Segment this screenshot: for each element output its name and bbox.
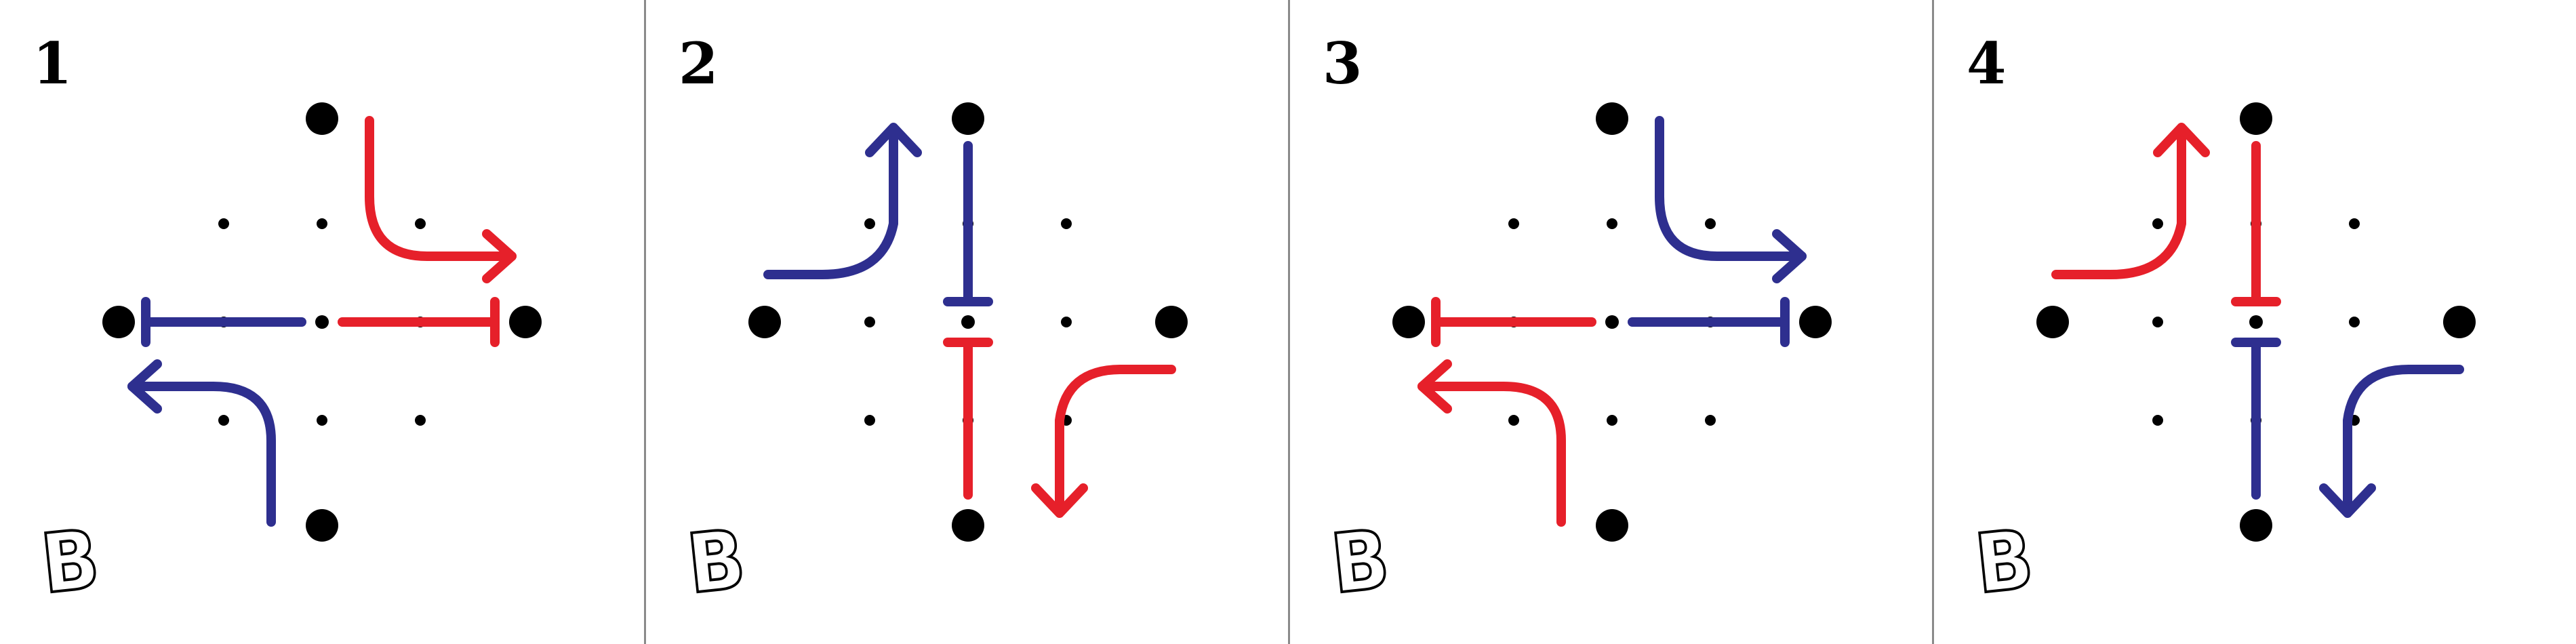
red-blocked-line	[338, 297, 500, 347]
anchor-dots	[102, 102, 542, 542]
blue-blocked-line	[1628, 297, 1790, 347]
red-turn-arrow	[1417, 359, 1566, 527]
panel-2: 2	[644, 0, 1288, 644]
blue-blocked-line	[141, 297, 306, 347]
red-turn-arrow	[2051, 123, 2210, 279]
blue-turn-arrow	[1655, 116, 1807, 283]
anchor-dots	[748, 102, 1188, 542]
red-turn-arrow	[1031, 365, 1176, 518]
panel-1: 1	[0, 0, 644, 644]
red-blocked-line	[943, 338, 993, 500]
panel-4-figure	[2036, 102, 2476, 542]
panel-number: 1	[33, 30, 73, 97]
panel-4: 4	[1932, 0, 2576, 644]
b-logo: B	[36, 511, 105, 613]
blue-turn-arrow	[2319, 365, 2464, 518]
b-logo: B	[682, 511, 751, 613]
blue-turn-arrow	[763, 123, 922, 279]
blue-blocked-line	[2231, 338, 2281, 500]
anchor-dots	[1392, 102, 1832, 542]
panel-2-figure	[748, 102, 1188, 542]
panel-3: 3	[1288, 0, 1932, 644]
b-logo: B	[1326, 511, 1395, 613]
panel-3-figure	[1392, 102, 1832, 542]
red-turn-arrow	[365, 116, 517, 283]
panel-number: 4	[1967, 30, 2007, 97]
anchor-dots	[2036, 102, 2476, 542]
b-logo: B	[1970, 511, 2039, 613]
panel-1-figure	[102, 102, 542, 542]
blue-blocked-line	[943, 141, 993, 306]
blue-turn-arrow	[127, 359, 276, 527]
panel-number: 2	[679, 30, 719, 97]
panel-number: 3	[1323, 30, 1363, 97]
red-blocked-line	[1431, 297, 1596, 347]
red-blocked-line	[2231, 141, 2281, 306]
